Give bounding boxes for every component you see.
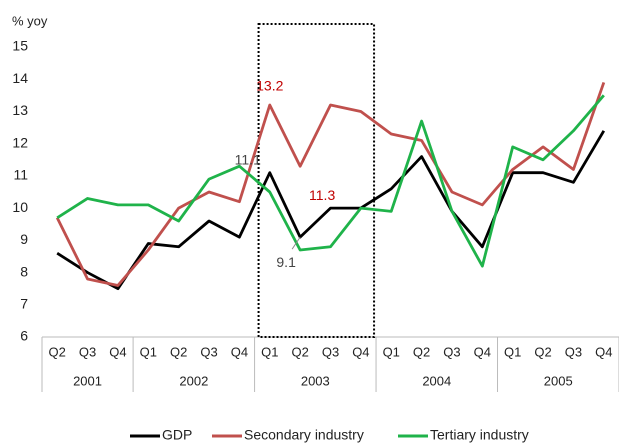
x-tick-label: Q3 [200,344,217,359]
annotation: 11.1 [235,151,261,167]
x-tick-label: Q3 [322,344,339,359]
legend-label: Tertiary industry [430,427,529,443]
group-label: 2005 [544,373,573,388]
legend-label: GDP [162,427,192,443]
line-series [55,81,606,287]
x-tick-label: Q1 [140,344,157,359]
group-label: 2004 [422,373,451,388]
highlight-box [257,23,376,338]
legend-label: Secondary industry [244,427,364,443]
annotation: 9.1 [276,254,296,270]
line-series [56,94,605,268]
x-tick-label: Q4 [109,344,126,359]
y-axis-label: % yoy [12,13,48,28]
y-tick-label: 6 [20,328,28,344]
x-tick-label: Q2 [534,344,551,359]
x-tick-label: Q4 [474,344,491,359]
group-label: 2001 [73,373,102,388]
y-tick-label: 13 [12,102,28,118]
annotation: 11.3 [309,187,335,203]
x-tick-label: Q2 [49,344,66,359]
annotation: 13.2 [256,78,283,94]
x-tick-label: Q3 [79,344,96,359]
y-tick-label: 9 [20,231,28,247]
y-tick-label: 14 [12,70,28,86]
y-tick-label: 7 [20,295,28,311]
x-tick-label: Q2 [170,344,187,359]
x-tick-label: Q2 [291,344,308,359]
line-series [56,130,606,291]
x-tick-label: Q4 [595,344,612,359]
group-label: 2003 [301,373,330,388]
y-tick-label: 8 [20,263,28,279]
x-tick-label: Q4 [231,344,248,359]
x-tick-label: Q1 [383,344,400,359]
x-tick-label: Q3 [443,344,460,359]
y-tick-label: 11 [13,167,28,183]
group-label: 2002 [179,373,208,388]
y-tick-label: 12 [12,134,28,150]
x-tick-label: Q2 [413,344,430,359]
x-tick-label: Q4 [352,344,369,359]
y-tick-label: 15 [12,38,28,54]
annotation-leader [291,236,301,250]
x-tick-label: Q1 [261,344,278,359]
x-tick-label: Q3 [565,344,582,359]
y-tick-label: 10 [12,199,28,215]
x-tick-label: Q1 [504,344,521,359]
